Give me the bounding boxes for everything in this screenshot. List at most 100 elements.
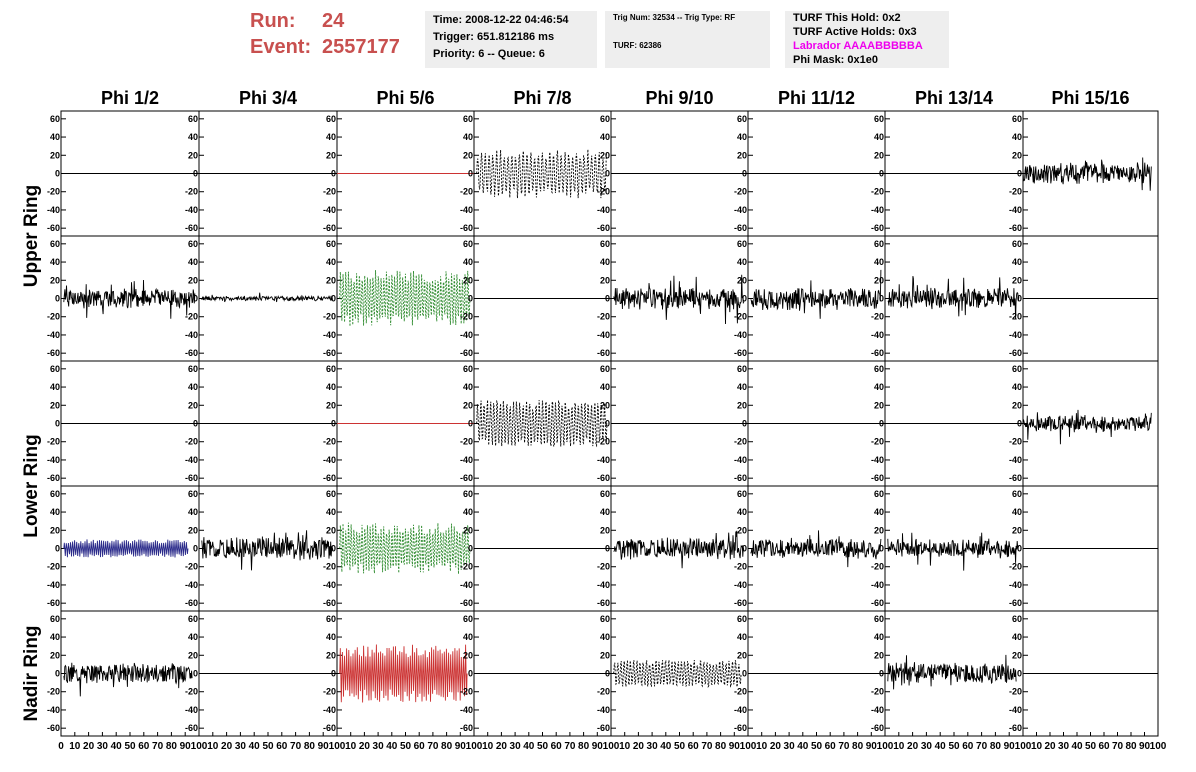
y-tick-label: -20 (597, 437, 610, 447)
column-title: Phi 9/10 (645, 88, 713, 108)
x-tick-label: 50 (674, 741, 686, 752)
y-tick-label: 20 (188, 525, 198, 535)
y-tick-label: -40 (185, 580, 198, 590)
y-tick-label: -20 (323, 437, 336, 447)
x-tick-label: 60 (688, 741, 700, 752)
y-tick-label: 40 (1012, 507, 1022, 517)
y-tick-label: 60 (326, 614, 336, 624)
y-tick-label: -20 (734, 562, 747, 572)
x-tick-label: 60 (962, 741, 974, 752)
y-tick-label: -40 (734, 580, 747, 590)
y-tick-label: 40 (463, 507, 473, 517)
y-tick-label: 20 (326, 150, 336, 160)
y-tick-label: 40 (463, 132, 473, 142)
y-tick-label: 60 (326, 489, 336, 499)
y-tick-label: 40 (1012, 132, 1022, 142)
y-tick-label: 0 (742, 169, 747, 179)
y-tick-label: -40 (871, 580, 884, 590)
y-tick-label: 20 (463, 150, 473, 160)
y-tick-label: 0 (468, 544, 473, 554)
x-tick-label: 90 (455, 741, 467, 752)
y-tick-label: 40 (1012, 257, 1022, 267)
y-tick-label: -20 (47, 187, 60, 197)
y-tick-label: 20 (188, 400, 198, 410)
ring-label: Upper Ring (21, 185, 42, 287)
y-tick-label: -60 (460, 348, 473, 358)
y-tick-label: 60 (463, 114, 473, 124)
y-tick-label: -20 (1009, 187, 1022, 197)
y-tick-label: 0 (1017, 169, 1022, 179)
x-tick-label: 70 (838, 741, 850, 752)
x-tick-label: 0 (58, 741, 64, 752)
y-tick-label: -20 (323, 687, 336, 697)
x-tick-label: 30 (921, 741, 933, 752)
y-tick-label: 20 (600, 275, 610, 285)
x-tick-label: 50 (124, 741, 136, 752)
y-tick-label: 0 (55, 419, 60, 429)
y-tick-label: -60 (1009, 348, 1022, 358)
y-tick-label: -40 (323, 580, 336, 590)
y-tick-label: 0 (1017, 419, 1022, 429)
x-tick-label: 40 (935, 741, 947, 752)
y-tick-label: -40 (597, 705, 610, 715)
x-tick-label: 30 (373, 741, 385, 752)
y-tick-label: -60 (460, 473, 473, 483)
x-tick-label: 90 (1139, 741, 1151, 752)
y-tick-label: -40 (734, 455, 747, 465)
y-tick-label: 20 (463, 650, 473, 660)
y-tick-label: -40 (871, 205, 884, 215)
x-tick-label: 10 (619, 741, 631, 752)
y-tick-label: -20 (1009, 312, 1022, 322)
y-tick-label: -40 (734, 330, 747, 340)
y-tick-label: -60 (323, 223, 336, 233)
trig-info-box: Trig Num: 32534 -- Trig Type: RF TURF: 6… (605, 11, 770, 68)
y-tick-label: -20 (47, 562, 60, 572)
trace-line (1022, 157, 1152, 191)
y-tick-label: 40 (463, 632, 473, 642)
y-tick-label: -40 (323, 330, 336, 340)
y-tick-label: 20 (737, 400, 747, 410)
y-tick-label: -40 (597, 205, 610, 215)
x-tick-label: 30 (1058, 741, 1070, 752)
trace-line (613, 274, 745, 325)
x-tick-label: 10 (756, 741, 768, 752)
y-tick-label: 20 (188, 150, 198, 160)
y-tick-label: -20 (460, 687, 473, 697)
x-tick-label: 100 (1015, 741, 1032, 752)
x-tick-label: 90 (729, 741, 741, 752)
y-tick-label: 0 (55, 544, 60, 554)
run-value: 24 (322, 10, 345, 32)
y-tick-label: -40 (323, 455, 336, 465)
x-tick-label: 90 (180, 741, 192, 752)
y-tick-label: -40 (1009, 205, 1022, 215)
x-tick-label: 90 (866, 741, 878, 752)
y-tick-label: 60 (737, 364, 747, 374)
y-tick-label: -60 (1009, 473, 1022, 483)
y-tick-label: 40 (188, 632, 198, 642)
y-tick-label: 20 (1012, 150, 1022, 160)
x-tick-label: 80 (578, 741, 590, 752)
x-tick-label: 10 (345, 741, 357, 752)
y-tick-label: 20 (50, 400, 60, 410)
y-tick-label: -20 (47, 312, 60, 322)
y-tick-label: 40 (874, 507, 884, 517)
y-tick-label: 20 (326, 400, 336, 410)
x-tick-label: 40 (523, 741, 535, 752)
trace-line (339, 270, 471, 327)
y-tick-label: 0 (55, 669, 60, 679)
y-tick-label: -20 (734, 437, 747, 447)
y-tick-label: 60 (50, 364, 60, 374)
y-tick-label: 60 (326, 239, 336, 249)
y-tick-label: -60 (47, 598, 60, 608)
y-tick-label: -40 (1009, 580, 1022, 590)
y-tick-label: -40 (597, 455, 610, 465)
trace-line (339, 522, 471, 575)
column-title: Phi 13/14 (915, 88, 993, 108)
y-tick-label: -60 (734, 598, 747, 608)
trace-line (1022, 409, 1152, 445)
column-title: Phi 1/2 (101, 88, 159, 108)
y-tick-label: 40 (50, 382, 60, 392)
y-tick-label: 20 (463, 275, 473, 285)
labrador-text: Labrador AAAABBBBBA (793, 40, 923, 52)
